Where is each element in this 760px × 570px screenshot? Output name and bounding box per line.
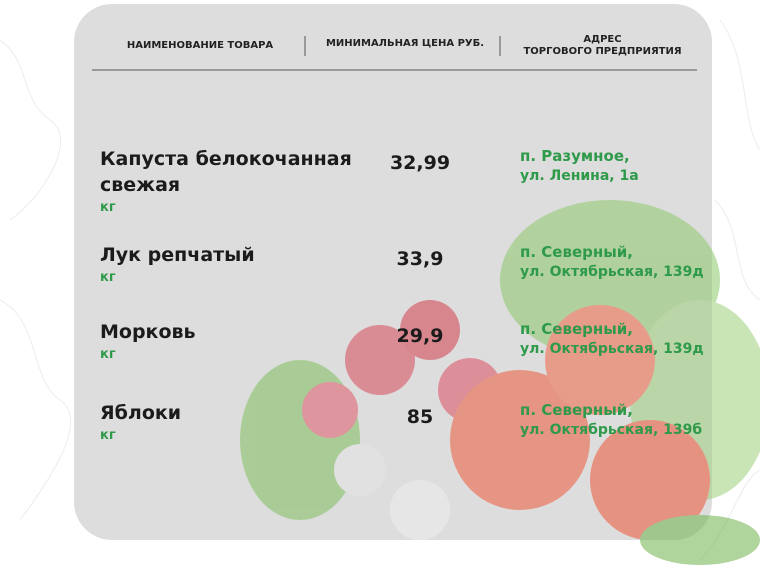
address: п. Разумное, ул. Ленина, 1а [520, 146, 639, 186]
header-address-line: ТОРГОВОГО ПРЕДПРИЯТИЯ [523, 46, 682, 57]
unit: кг [100, 270, 116, 285]
product-name-line: Капуста белокочанная [100, 148, 352, 170]
product-name-line: Лук репчатый [100, 244, 255, 266]
address-line: п. Разумное, [520, 147, 630, 165]
price: 32,99 [389, 152, 451, 174]
address: п. Северный, ул. Октябрьская, 139д [520, 242, 704, 282]
address-line: п. Северный, [520, 401, 634, 419]
address-line: ул. Октябрьская, 139д [520, 264, 704, 280]
address-line: ул. Октябрьская, 139д [520, 341, 704, 357]
header-name: НАИМЕНОВАНИЕ ТОВАРА [126, 40, 274, 51]
product-name: Яблоки [100, 400, 181, 426]
unit: кг [100, 200, 116, 215]
unit: кг [100, 428, 116, 443]
product-name: Лук репчатый [100, 242, 255, 268]
product-name-line: Яблоки [100, 402, 182, 424]
header-price: МИНИМАЛЬНАЯ ЦЕНА РУБ. [325, 38, 485, 49]
address-line: ул. Ленина, 1а [520, 168, 639, 184]
address-line: ул. Октябрьская, 139б [520, 422, 703, 438]
price: 33,9 [396, 248, 444, 270]
address: п. Северный, ул. Октябрьская, 139б [520, 400, 702, 440]
address: п. Северный, ул. Октябрьская, 139д [520, 319, 704, 359]
vegetables-image [240, 200, 760, 565]
unit: кг [100, 347, 116, 362]
address-line: п. Северный, [520, 320, 634, 338]
header-address: АДРЕС ТОРГОВОГО ПРЕДПРИЯТИЯ [505, 34, 700, 58]
header-address-line: АДРЕС [583, 34, 622, 45]
product-name: Морковь [100, 319, 196, 345]
price: 29,9 [396, 325, 444, 347]
product-name-line: Морковь [100, 321, 196, 343]
product-name: Капуста белокочанная свежая [100, 146, 352, 198]
product-name-line: свежая [100, 174, 181, 196]
address-line: п. Северный, [520, 243, 634, 261]
price: 85 [406, 406, 434, 428]
